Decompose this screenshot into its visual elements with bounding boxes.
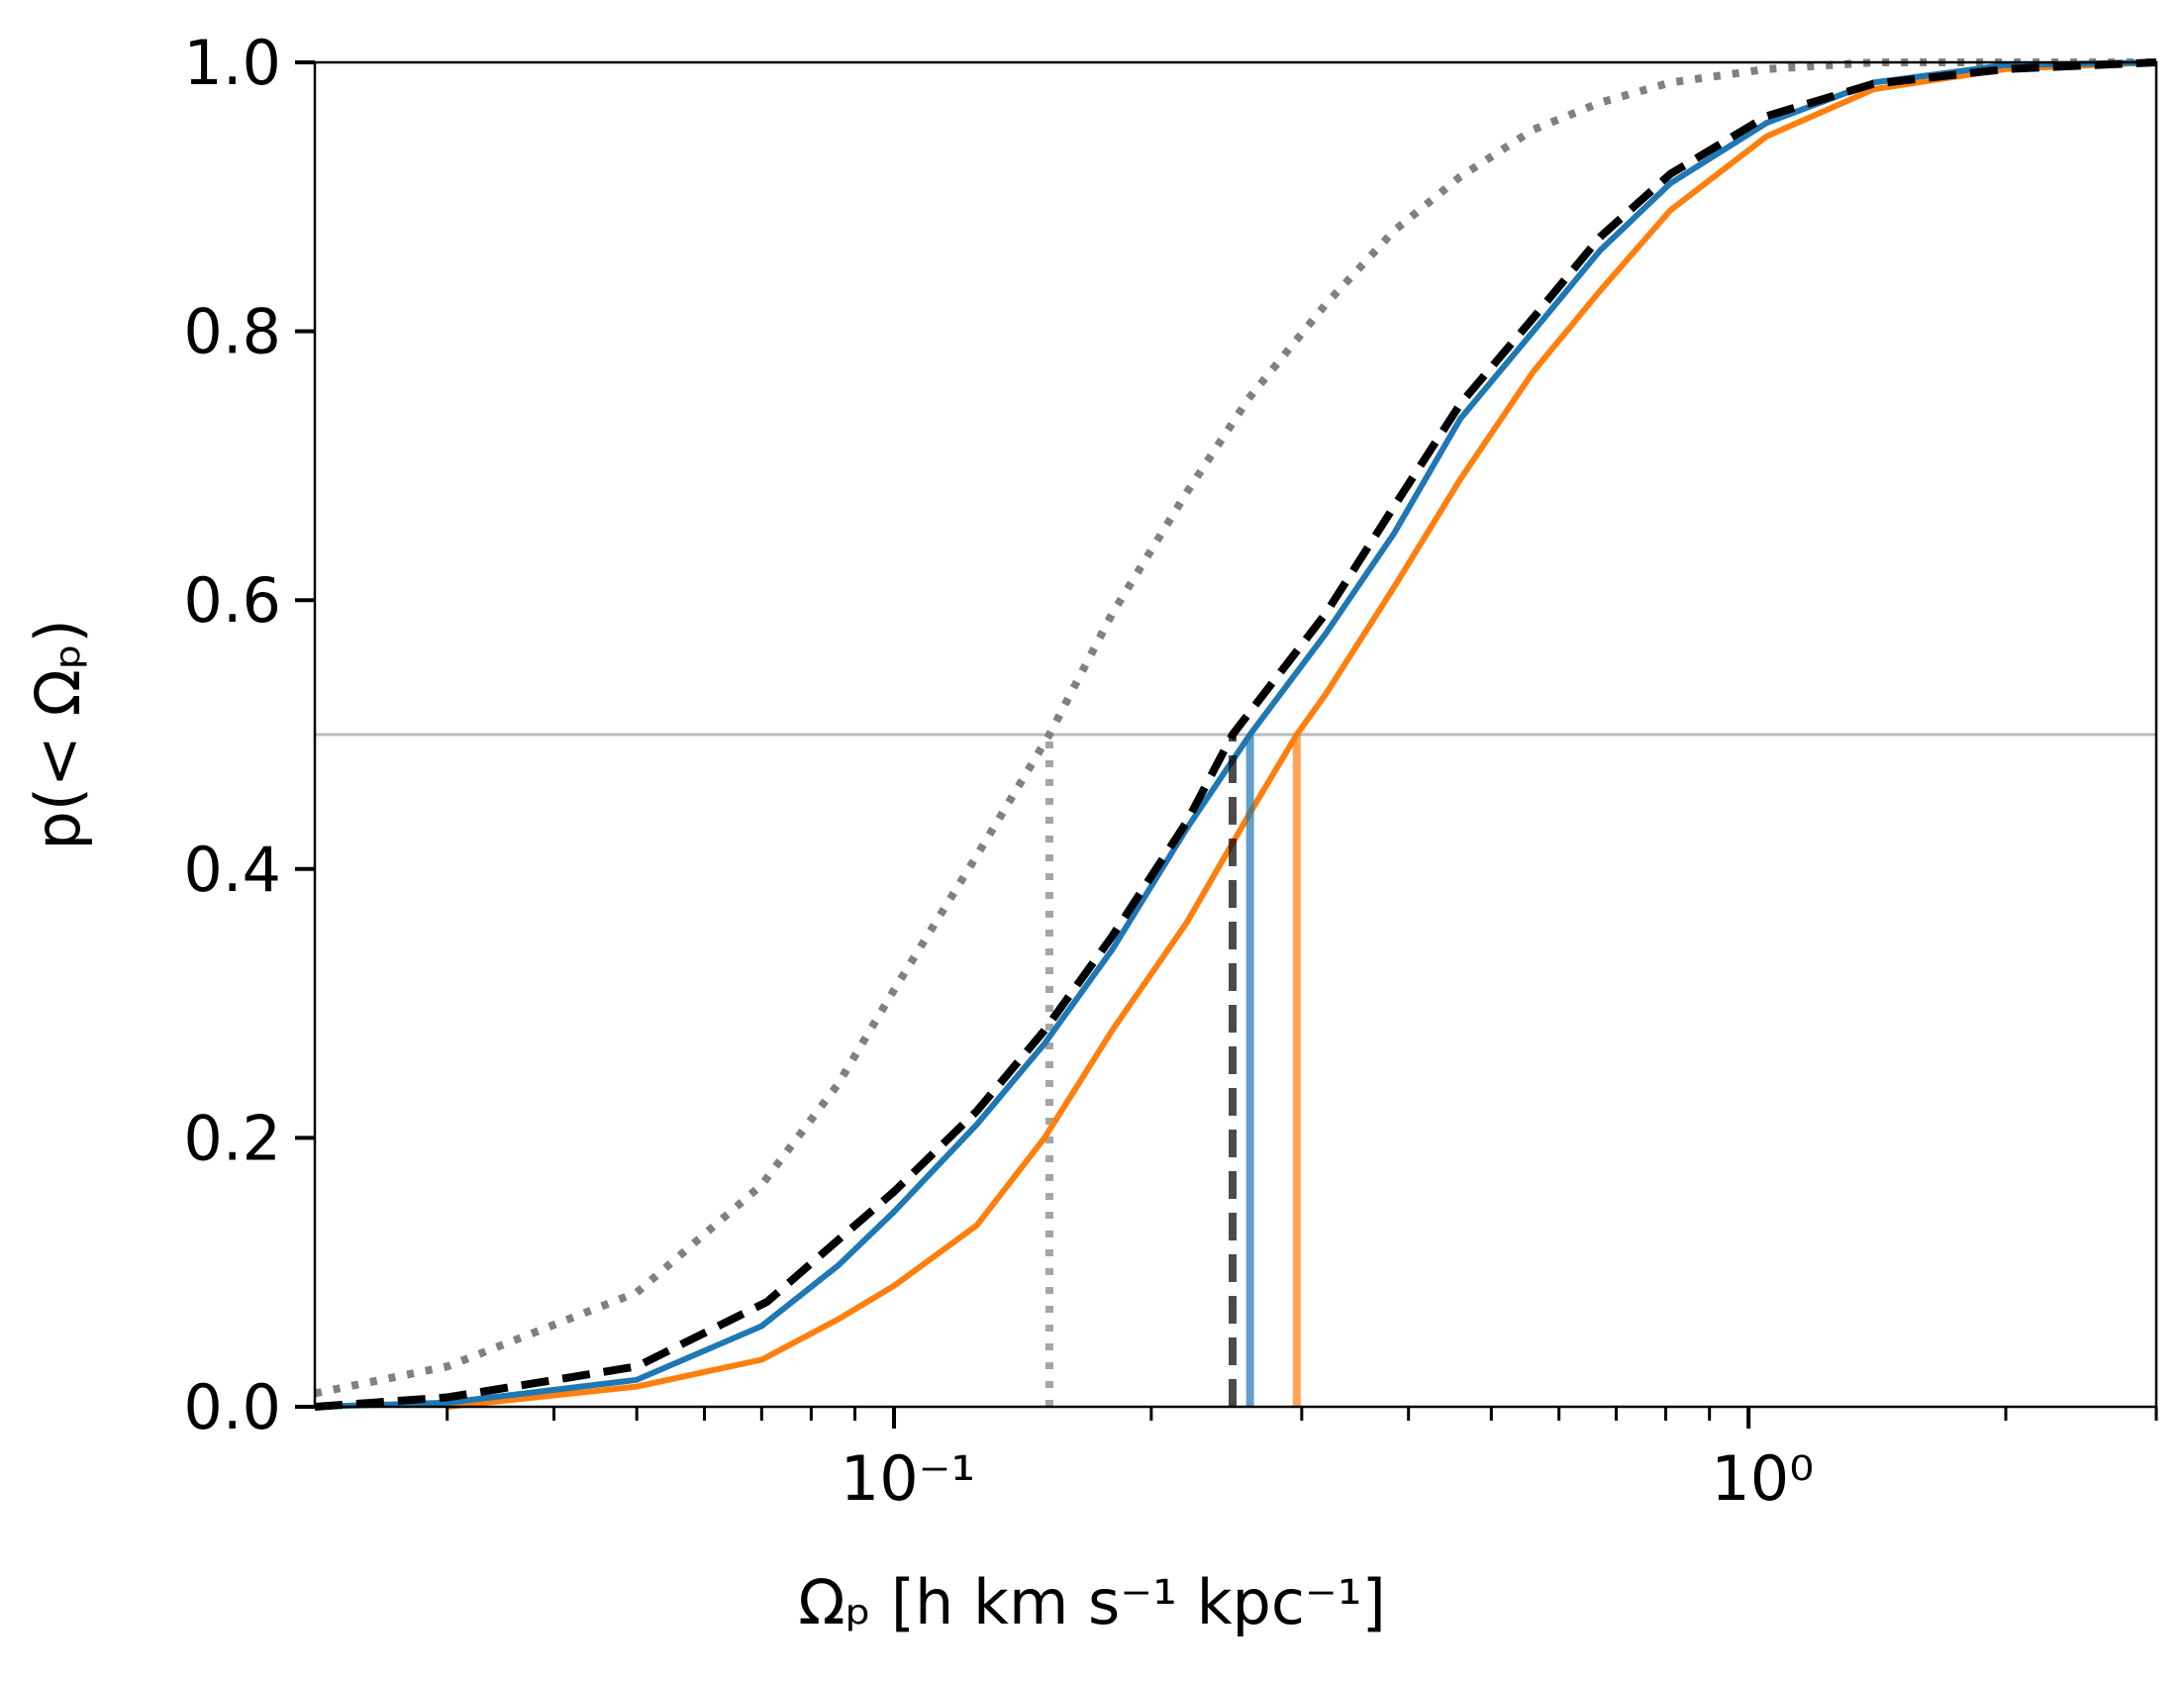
series-line [314, 59, 2157, 1410]
x-axis-label: Ωₚ [h km s⁻¹ kpc⁻¹] [798, 1566, 1386, 1638]
y-tick-label: 0.6 [183, 564, 281, 637]
y-tick-label: 0.4 [183, 834, 281, 906]
y-tick-label: 0.0 [183, 1371, 281, 1443]
x-tick-label: 10⁻¹ [841, 1442, 975, 1515]
y-tick-label: 0.2 [183, 1102, 281, 1174]
series-line [314, 58, 2156, 1398]
y-tick-label: 0.8 [183, 296, 281, 368]
plot-frame [313, 60, 2158, 1409]
y-axis-label: p(< Ωₚ) [22, 619, 94, 849]
series-line [314, 58, 2157, 1411]
y-tick-label: 1.0 [183, 27, 281, 99]
x-tick-label: 10⁰ [1711, 1442, 1814, 1515]
series-line [447, 59, 2157, 1410]
